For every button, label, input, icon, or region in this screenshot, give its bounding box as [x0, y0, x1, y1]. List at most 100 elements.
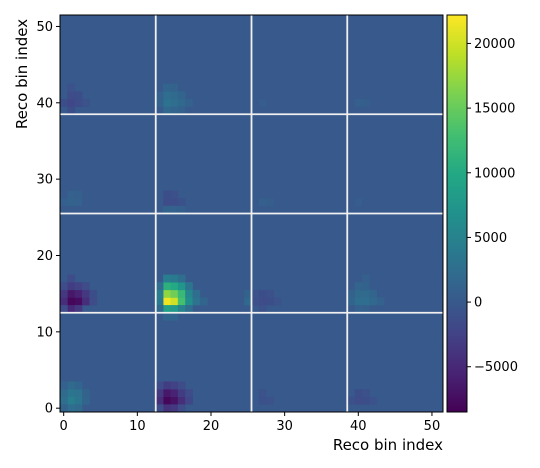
heatmap-cell — [177, 396, 186, 405]
heatmap-cell — [354, 198, 363, 207]
heatmap-cell — [177, 274, 186, 283]
heatmap-cell — [74, 381, 83, 390]
y-tick-label: 10 — [36, 325, 53, 340]
heatmap-cell — [67, 297, 76, 306]
heatmap-cell — [369, 396, 378, 405]
colorbar: −5000 0 5000 10000 15000 20000 — [446, 14, 518, 413]
heatmap-cell — [170, 381, 179, 390]
colorbar-gradient — [447, 15, 467, 412]
colorbar-tick-label: 15000 — [474, 102, 515, 117]
heatmap-cell — [163, 91, 171, 100]
heatmap-cell — [89, 297, 98, 306]
colorbar-frame — [446, 14, 468, 413]
heatmap-cell — [258, 289, 267, 298]
heatmap-cell — [185, 282, 193, 291]
heatmap-cell — [258, 396, 267, 405]
heatmap-cell — [163, 289, 171, 298]
heatmap-cell — [163, 205, 171, 214]
x-tick-label: 0 — [60, 419, 68, 434]
heatmap-cell — [67, 198, 76, 207]
heatmap-cell — [170, 106, 179, 115]
heatmap-cell — [163, 312, 171, 321]
heatmap-cell — [354, 289, 363, 298]
heatmap-cell — [163, 305, 171, 314]
heatmap-cell — [361, 305, 370, 314]
heatmap-cell — [251, 297, 260, 306]
heatmap-cell — [266, 198, 274, 207]
heatmap-cell — [60, 98, 68, 107]
heatmap-cell — [155, 305, 164, 314]
heatmap-cell — [170, 91, 179, 100]
heatmap-cell — [192, 289, 201, 298]
y-tick-label: 40 — [36, 96, 53, 111]
x-tick-label: 30 — [276, 419, 293, 434]
heatmap-cell — [354, 98, 363, 107]
heatmap-cell — [170, 274, 179, 283]
y-tick-label: 50 — [36, 20, 53, 35]
heatmap-cell — [170, 305, 179, 314]
heatmap-cell — [155, 91, 164, 100]
heatmap-cell — [67, 98, 76, 107]
heatmap-cell — [163, 282, 171, 291]
heatmap-cell — [67, 282, 76, 291]
heatmap-cell — [163, 274, 171, 283]
colorbar-ticks: −5000 0 5000 10000 15000 20000 — [467, 37, 518, 375]
heatmap-cell — [74, 297, 83, 306]
heatmap-cell — [155, 396, 164, 405]
heatmap-cell — [354, 297, 363, 306]
heatmap-cell — [177, 305, 186, 314]
heatmap-cell — [163, 389, 171, 398]
heatmap-cell — [361, 389, 370, 398]
y-tick-label: 0 — [45, 402, 53, 417]
heatmap-cell — [258, 297, 267, 306]
heatmap-cell — [60, 381, 68, 390]
x-axis-ticks: 0 10 20 30 40 50 — [60, 412, 440, 434]
heatmap-cell — [170, 98, 179, 107]
heatmap-cell — [67, 381, 76, 390]
heatmap-cell — [67, 274, 76, 283]
heatmap-cell — [170, 404, 179, 412]
x-tick-label: 20 — [203, 419, 220, 434]
heatmap-cell — [354, 389, 363, 398]
heatmap-cell — [177, 289, 186, 298]
heatmap-cell — [244, 297, 252, 306]
heatmap-cell — [155, 98, 164, 107]
heatmap-cell — [170, 389, 179, 398]
heatmap-cell — [258, 305, 267, 314]
heatmap-cell — [244, 289, 252, 298]
heatmap-cell — [82, 396, 90, 405]
heatmap-cell — [185, 389, 193, 398]
heatmap-cell — [163, 381, 171, 390]
heatmap-cell — [60, 198, 68, 207]
heatmap-cell — [185, 297, 193, 306]
heatmap-cell — [170, 83, 179, 92]
heatmap-cell — [155, 404, 164, 412]
heatmap-cell — [60, 297, 68, 306]
heatmap-cell — [67, 289, 76, 298]
heatmap-cell — [273, 297, 282, 306]
heatmap-cell — [67, 106, 76, 115]
x-tick-label: 40 — [350, 419, 367, 434]
heatmap-cell — [258, 198, 267, 207]
colorbar-tick-label: 10000 — [474, 166, 515, 181]
heatmap-cell — [361, 396, 370, 405]
block-boundary-lines — [60, 15, 443, 412]
y-axis-label: Reco bin index — [13, 19, 31, 129]
heatmap-cell — [67, 404, 76, 412]
heatmap-cell — [170, 396, 179, 405]
heatmap-cell — [74, 404, 83, 412]
heatmap-cell — [82, 297, 90, 306]
heatmap-cell — [354, 396, 363, 405]
colorbar-tick-label: 0 — [474, 296, 482, 311]
heatmap-cell — [163, 404, 171, 412]
heatmap-cell — [89, 289, 98, 298]
x-axis-label: Reco bin index — [333, 436, 443, 454]
heatmap-cell — [170, 297, 179, 306]
heatmap-cell — [185, 305, 193, 314]
heatmap-cell — [60, 305, 68, 314]
heatmap-cell — [163, 396, 171, 405]
heatmap-cell — [354, 282, 363, 291]
colorbar-tick-label: 20000 — [474, 37, 515, 52]
heatmap-cell — [170, 282, 179, 291]
heatmap-cell — [251, 289, 260, 298]
